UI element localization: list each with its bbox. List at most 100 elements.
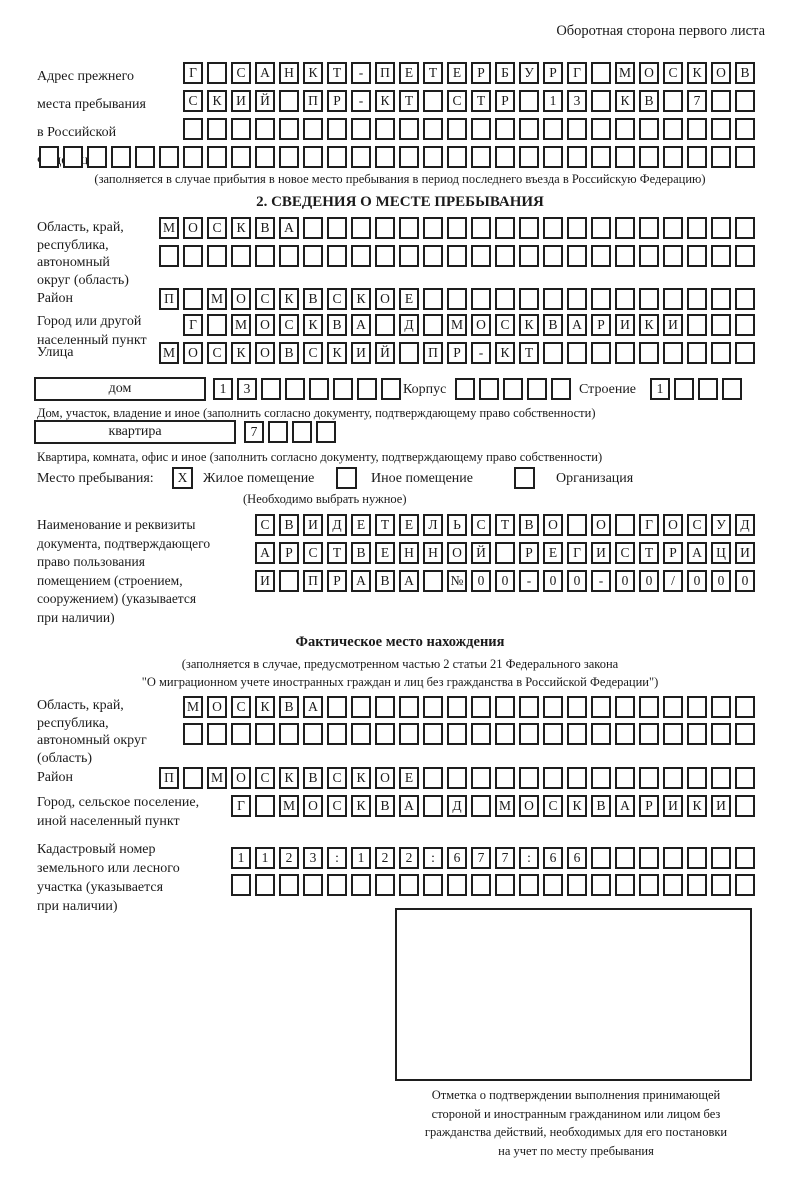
char-box[interactable]: В <box>255 217 275 239</box>
char-box[interactable] <box>735 874 755 896</box>
char-box[interactable] <box>674 378 694 400</box>
char-box[interactable] <box>455 378 475 400</box>
char-box[interactable]: С <box>327 288 347 310</box>
char-box[interactable]: - <box>351 62 371 84</box>
char-box[interactable]: Ь <box>447 514 467 536</box>
char-box[interactable] <box>327 696 347 718</box>
char-box[interactable] <box>663 217 683 239</box>
char-box[interactable]: О <box>471 314 491 336</box>
char-box[interactable] <box>279 118 299 140</box>
char-box[interactable]: М <box>183 696 203 718</box>
char-box[interactable] <box>591 342 611 364</box>
char-box[interactable]: Р <box>519 542 539 564</box>
cadastre-row-2[interactable] <box>231 874 755 896</box>
char-box[interactable]: И <box>663 795 683 817</box>
char-box[interactable]: К <box>687 795 707 817</box>
char-box[interactable] <box>543 723 563 745</box>
char-box[interactable]: - <box>591 570 611 592</box>
char-box[interactable] <box>316 421 336 443</box>
char-box[interactable] <box>423 696 443 718</box>
char-box[interactable] <box>231 245 251 267</box>
char-box[interactable] <box>519 146 539 168</box>
char-box[interactable] <box>471 723 491 745</box>
char-box[interactable] <box>615 217 635 239</box>
char-box[interactable]: Г <box>567 542 587 564</box>
char-box[interactable]: Р <box>327 90 347 112</box>
char-box[interactable]: Т <box>327 542 347 564</box>
char-box[interactable] <box>543 118 563 140</box>
char-box[interactable] <box>591 217 611 239</box>
char-box[interactable] <box>471 146 491 168</box>
char-box[interactable] <box>527 378 547 400</box>
char-box[interactable] <box>479 378 499 400</box>
char-box[interactable] <box>711 146 731 168</box>
char-box[interactable] <box>447 217 467 239</box>
char-box[interactable] <box>327 217 347 239</box>
char-box[interactable] <box>543 217 563 239</box>
char-box[interactable]: К <box>519 314 539 336</box>
char-box[interactable]: М <box>159 342 179 364</box>
char-box[interactable]: / <box>663 570 683 592</box>
char-box[interactable]: С <box>471 514 491 536</box>
char-box[interactable]: В <box>519 514 539 536</box>
char-box[interactable] <box>567 118 587 140</box>
char-box[interactable] <box>567 288 587 310</box>
char-box[interactable]: Р <box>495 90 515 112</box>
char-box[interactable]: Г <box>183 62 203 84</box>
char-box[interactable] <box>351 696 371 718</box>
char-box[interactable] <box>543 146 563 168</box>
char-box[interactable] <box>279 146 299 168</box>
char-box[interactable] <box>207 146 227 168</box>
char-box[interactable]: И <box>663 314 683 336</box>
char-box[interactable] <box>279 245 299 267</box>
char-box[interactable] <box>735 314 755 336</box>
char-box[interactable] <box>663 146 683 168</box>
char-box[interactable]: Т <box>471 90 491 112</box>
char-box[interactable]: И <box>231 90 251 112</box>
char-box[interactable] <box>285 378 305 400</box>
char-box[interactable] <box>615 288 635 310</box>
char-box[interactable]: М <box>447 314 467 336</box>
char-box[interactable]: Г <box>567 62 587 84</box>
char-box[interactable]: : <box>519 847 539 869</box>
char-box[interactable] <box>663 245 683 267</box>
char-box[interactable] <box>663 874 683 896</box>
char-box[interactable]: 1 <box>543 90 563 112</box>
char-box[interactable] <box>327 146 347 168</box>
char-box[interactable] <box>381 378 401 400</box>
char-box[interactable]: Р <box>639 795 659 817</box>
char-box[interactable] <box>303 118 323 140</box>
char-box[interactable] <box>551 378 571 400</box>
char-box[interactable] <box>399 217 419 239</box>
char-box[interactable] <box>591 696 611 718</box>
char-box[interactable]: У <box>519 62 539 84</box>
char-box[interactable] <box>255 245 275 267</box>
char-box[interactable]: М <box>495 795 515 817</box>
document-row-3[interactable]: И П Р А В А № 0 0-0 0-0 0/0 0 0 <box>255 570 755 592</box>
char-box[interactable] <box>639 217 659 239</box>
char-box[interactable]: С <box>495 314 515 336</box>
char-box[interactable]: О <box>447 542 467 564</box>
char-box[interactable] <box>399 696 419 718</box>
char-box[interactable] <box>615 696 635 718</box>
char-box[interactable] <box>591 146 611 168</box>
char-box[interactable] <box>687 767 707 789</box>
char-box[interactable]: Р <box>663 542 683 564</box>
char-box[interactable] <box>495 874 515 896</box>
char-box[interactable] <box>735 342 755 364</box>
char-box[interactable]: М <box>615 62 635 84</box>
char-box[interactable] <box>567 874 587 896</box>
char-box[interactable] <box>327 245 347 267</box>
char-box[interactable] <box>207 118 227 140</box>
char-box[interactable]: 1 <box>351 847 371 869</box>
char-box[interactable] <box>687 146 707 168</box>
char-box[interactable]: Р <box>447 342 467 364</box>
char-box[interactable] <box>711 696 731 718</box>
char-box[interactable] <box>63 146 83 168</box>
char-box[interactable] <box>375 245 395 267</box>
char-box[interactable]: Н <box>399 542 419 564</box>
